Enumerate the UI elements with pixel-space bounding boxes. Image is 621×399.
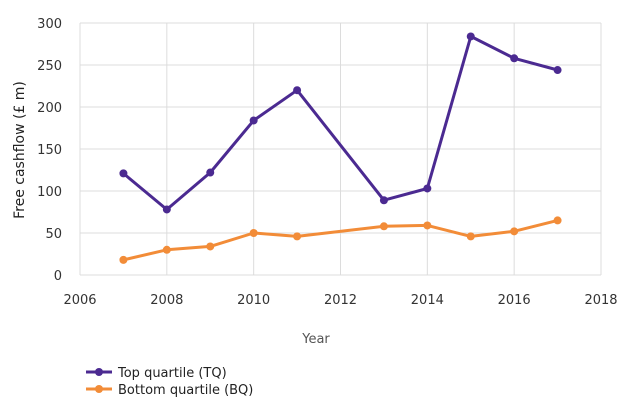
data-point [119, 255, 128, 264]
data-point [249, 116, 258, 125]
legend-label: Bottom quartile (BQ) [118, 383, 253, 398]
legend-label: Top quartile (TQ) [117, 366, 227, 381]
series-line-0 [121, 34, 560, 211]
x-tick-labels: 2006 2008 2010 2012 2014 2016 2018 [63, 293, 617, 308]
x-tick-label: 2012 [324, 293, 357, 308]
data-point [423, 184, 432, 193]
data-point [423, 221, 432, 230]
data-point [206, 168, 215, 177]
gridlines [79, 22, 602, 276]
data-point [379, 196, 388, 205]
y-axis-title: Free cashflow (£ m) [12, 81, 28, 219]
data-point [249, 229, 258, 237]
data-point [162, 205, 171, 214]
data-point [553, 216, 562, 225]
data-point [119, 169, 128, 178]
y-tick-label: 300 [37, 17, 62, 32]
data-point [293, 86, 302, 95]
y-tick-label: 250 [37, 59, 62, 74]
x-tick-label: 2014 [411, 293, 444, 308]
series-line-1 [121, 218, 560, 262]
data-point [510, 54, 519, 63]
y-tick-label: 50 [45, 227, 62, 242]
data-point [293, 232, 302, 241]
data-point [379, 222, 388, 231]
data-point [553, 66, 562, 75]
y-tick-label: 150 [37, 143, 62, 158]
data-point [206, 242, 215, 251]
series-lines [119, 32, 562, 264]
y-tick-labels: 0 50 100 150 200 250 300 [37, 17, 62, 284]
data-point [466, 232, 475, 241]
legend-swatch-marker [95, 385, 103, 393]
x-tick-label: 2010 [237, 293, 270, 308]
x-tick-label: 2018 [584, 293, 617, 308]
x-tick-label: 2008 [150, 293, 183, 308]
data-point [466, 32, 475, 41]
data-point [510, 227, 519, 236]
y-tick-label: 0 [54, 269, 62, 284]
data-point [162, 245, 171, 254]
x-axis-title: Year [301, 332, 330, 347]
y-tick-label: 100 [37, 185, 62, 200]
y-tick-label: 200 [37, 101, 62, 116]
x-tick-label: 2006 [63, 293, 96, 308]
legend: Top quartile (TQ) Bottom quartile (BQ) [86, 366, 253, 398]
x-tick-label: 2016 [498, 293, 531, 308]
legend-swatch-marker [95, 368, 103, 376]
